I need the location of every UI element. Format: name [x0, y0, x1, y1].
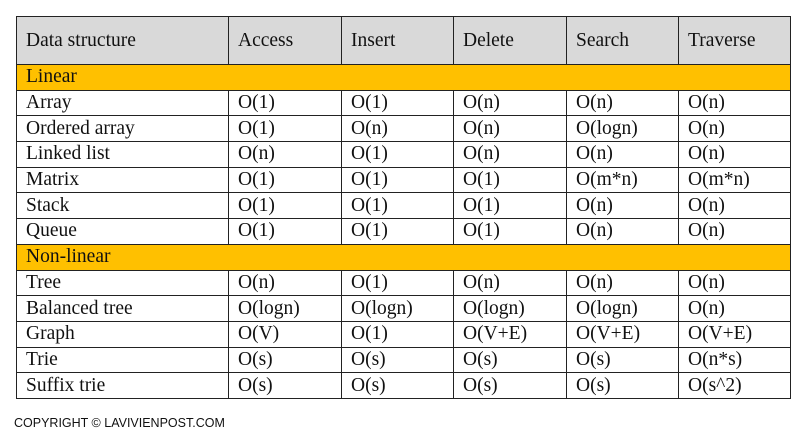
cell-insert: O(logn) — [341, 295, 454, 322]
cell-access: O(1) — [228, 89, 342, 117]
cell-search: O(n) — [566, 89, 679, 117]
cell-data-structure: Balanced tree — [16, 295, 229, 322]
cell-traverse: O(n*s) — [678, 346, 791, 374]
cell-access: O(n) — [228, 269, 342, 297]
cell-delete: O(s) — [453, 346, 567, 374]
cell-delete: O(s) — [453, 372, 567, 399]
table-row: Suffix trie O(s) O(s) O(s) O(s) O(s^2) — [16, 372, 791, 399]
cell-search: O(s) — [566, 372, 679, 399]
cell-delete: O(n) — [453, 89, 567, 117]
cell-delete: O(V+E) — [453, 320, 567, 348]
cell-delete: O(n) — [453, 269, 567, 297]
table-row: Balanced tree O(logn) O(logn) O(logn) O(logn… — [16, 295, 791, 322]
group-row: Non-linear — [16, 243, 791, 271]
table-row: Queue O(1) O(1) O(1) O(n) O(n) — [16, 218, 791, 245]
table-row: Ordered array O(1) O(n) O(n) O(logn) O(n) — [16, 115, 791, 143]
cell-insert: O(1) — [341, 89, 454, 117]
cell-access: O(n) — [228, 141, 342, 168]
cell-access: O(logn) — [228, 295, 342, 322]
cell-access: O(1) — [228, 115, 342, 143]
group-label: Non-linear — [16, 243, 791, 271]
table-row: Array O(1) O(1) O(n) O(n) O(n) — [16, 89, 791, 117]
cell-insert: O(1) — [341, 320, 454, 348]
column-header-insert: Insert — [341, 16, 454, 65]
cell-search: O(logn) — [566, 295, 679, 322]
cell-data-structure: Linked list — [16, 141, 229, 168]
cell-traverse: O(V+E) — [678, 320, 791, 348]
cell-insert: O(n) — [341, 115, 454, 143]
cell-insert: O(1) — [341, 141, 454, 168]
table-row: Graph O(V) O(1) O(V+E) O(V+E) O(V+E) — [16, 320, 791, 348]
cell-insert: O(1) — [341, 166, 454, 194]
cell-data-structure: Array — [16, 89, 229, 117]
cell-data-structure: Graph — [16, 320, 229, 348]
cell-traverse: O(n) — [678, 192, 791, 220]
group-row: Linear — [16, 64, 791, 91]
cell-data-structure: Matrix — [16, 166, 229, 194]
cell-delete: O(n) — [453, 115, 567, 143]
cell-data-structure: Suffix trie — [16, 372, 229, 399]
cell-traverse: O(n) — [678, 115, 791, 143]
cell-access: O(s) — [228, 372, 342, 399]
table-row: Trie O(s) O(s) O(s) O(s) O(n*s) — [16, 346, 791, 374]
cell-data-structure: Trie — [16, 346, 229, 374]
cell-insert: O(1) — [341, 192, 454, 220]
cell-traverse: O(n) — [678, 269, 791, 297]
cell-delete: O(1) — [453, 218, 567, 245]
cell-data-structure: Queue — [16, 218, 229, 245]
cell-delete: O(logn) — [453, 295, 567, 322]
cell-access: O(V) — [228, 320, 342, 348]
cell-data-structure: Stack — [16, 192, 229, 220]
cell-access: O(1) — [228, 166, 342, 194]
cell-search: O(n) — [566, 192, 679, 220]
cell-search: O(n) — [566, 218, 679, 245]
cell-search: O(s) — [566, 346, 679, 374]
cell-delete: O(1) — [453, 166, 567, 194]
cell-insert: O(1) — [341, 218, 454, 245]
cell-traverse: O(n) — [678, 89, 791, 117]
cell-traverse: O(s^2) — [678, 372, 791, 399]
cell-traverse: O(n) — [678, 295, 791, 322]
complexity-table: Data structure Access Insert Delete Search Tr… — [16, 16, 791, 399]
column-header-access: Access — [228, 16, 342, 65]
cell-search: O(logn) — [566, 115, 679, 143]
table-row: Stack O(1) O(1) O(1) O(n) O(n) — [16, 192, 791, 220]
cell-traverse: O(m*n) — [678, 166, 791, 194]
header-row: Data structure Access Insert Delete Search Tr… — [16, 16, 791, 65]
table-row: Linked list O(n) O(1) O(n) O(n) O(n) — [16, 141, 791, 168]
copyright-notice: COPYRIGHT © LAVIVIENPOST.COM — [14, 416, 225, 430]
cell-search: O(V+E) — [566, 320, 679, 348]
table-row: Tree O(n) O(1) O(n) O(n) O(n) — [16, 269, 791, 297]
cell-search: O(n) — [566, 269, 679, 297]
cell-access: O(s) — [228, 346, 342, 374]
table-row: Matrix O(1) O(1) O(1) O(m*n) O(m*n) — [16, 166, 791, 194]
cell-access: O(1) — [228, 218, 342, 245]
column-header-delete: Delete — [453, 16, 567, 65]
cell-access: O(1) — [228, 192, 342, 220]
cell-search: O(m*n) — [566, 166, 679, 194]
column-header-data-structure: Data structure — [16, 16, 229, 65]
cell-traverse: O(n) — [678, 218, 791, 245]
cell-traverse: O(n) — [678, 141, 791, 168]
cell-search: O(n) — [566, 141, 679, 168]
column-header-search: Search — [566, 16, 679, 65]
group-label: Linear — [16, 64, 791, 91]
cell-data-structure: Tree — [16, 269, 229, 297]
cell-data-structure: Ordered array — [16, 115, 229, 143]
cell-delete: O(n) — [453, 141, 567, 168]
column-header-traverse: Traverse — [678, 16, 791, 65]
cell-delete: O(1) — [453, 192, 567, 220]
cell-insert: O(1) — [341, 269, 454, 297]
cell-insert: O(s) — [341, 372, 454, 399]
cell-insert: O(s) — [341, 346, 454, 374]
